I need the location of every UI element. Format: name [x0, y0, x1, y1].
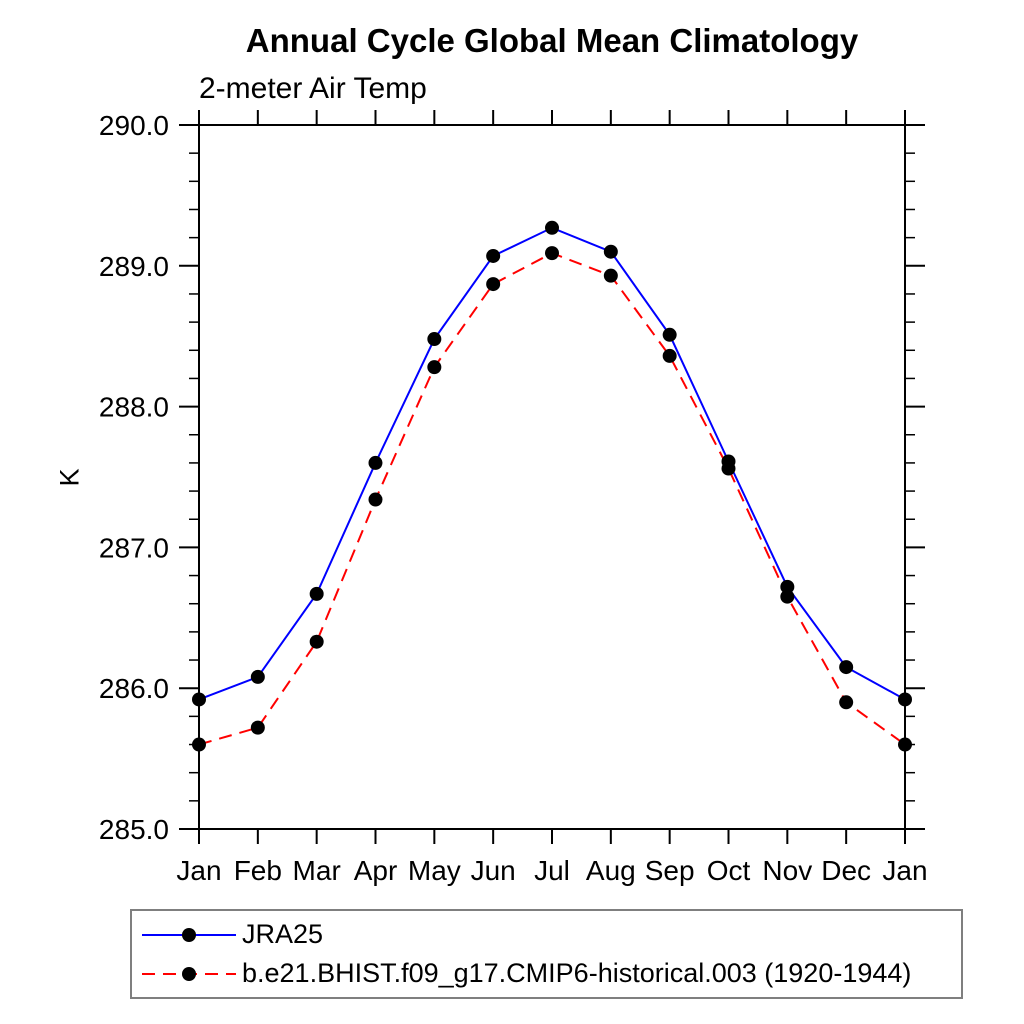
series-0-marker: [368, 455, 383, 470]
series-0-marker: [309, 586, 324, 601]
series-1-marker: [721, 461, 736, 476]
series-line-0: [198, 226, 906, 701]
legend-rows: JRA25 b.e21.BHIST.f09_g17.CMIP6-historica…: [140, 911, 961, 997]
x-tick-label: Aug: [586, 855, 636, 886]
series-0-marker: [898, 692, 912, 707]
y-tick-label: 286.0: [99, 673, 169, 704]
y-tick-label: 289.0: [99, 251, 169, 282]
legend-item-0: JRA25: [140, 919, 961, 950]
x-tick-label: Jan: [882, 855, 927, 886]
series-1-marker: [662, 348, 677, 363]
series-0-marker: [427, 332, 442, 347]
series-1-marker: [898, 737, 912, 752]
series-1-marker: [839, 695, 854, 710]
series-0-marker: [545, 220, 559, 235]
series-0-marker: [486, 248, 501, 263]
legend-line-sample-icon: [142, 966, 236, 981]
series-0-marker: [662, 327, 677, 342]
chart-subtitle: 2-meter Air Temp: [199, 72, 427, 105]
series-1-marker: [780, 589, 795, 604]
series-0-marker: [250, 669, 265, 684]
x-tick-label: Jul: [534, 855, 570, 886]
y-tick-label: 285.0: [99, 814, 169, 845]
x-tick-label: Dec: [821, 855, 871, 886]
series-0-marker: [780, 579, 795, 594]
series-1-marker: [545, 246, 559, 261]
y-tick-label: 287.0: [99, 532, 169, 563]
series-1-marker: [309, 634, 324, 649]
x-tick-label: Apr: [354, 855, 398, 886]
y-tick-label: 288.0: [99, 392, 169, 423]
legend-item-1: b.e21.BHIST.f09_g17.CMIP6-historical.003…: [140, 958, 961, 989]
x-tick-label: Jun: [471, 855, 516, 886]
legend-box: JRA25 b.e21.BHIST.f09_g17.CMIP6-historica…: [130, 909, 963, 999]
x-tick-label: Feb: [234, 855, 282, 886]
series-1-marker: [250, 720, 265, 735]
x-tick-label: Oct: [707, 855, 751, 886]
series-0-marker: [603, 244, 618, 259]
series-line-1: [198, 252, 906, 746]
legend-label: JRA25: [242, 919, 324, 949]
x-tick-label: Nov: [762, 855, 812, 886]
y-tick-label: 290.0: [99, 110, 169, 141]
series-1-marker: [192, 737, 206, 752]
x-tick-label: May: [408, 855, 461, 886]
x-tick-label: Mar: [293, 855, 341, 886]
chart-title: Annual Cycle Global Mean Climatology: [245, 22, 859, 59]
series-0-marker: [192, 692, 206, 707]
series-1-marker: [368, 492, 383, 507]
series-0-marker: [839, 660, 854, 675]
legend-line-sample-icon: [142, 927, 236, 942]
x-tick-label: Sep: [645, 855, 695, 886]
series-1-marker: [486, 277, 501, 292]
legend-label: b.e21.BHIST.f09_g17.CMIP6-historical.003…: [242, 958, 912, 988]
series-1-marker: [603, 268, 618, 283]
series-1-marker: [427, 360, 442, 375]
x-tick-label: Jan: [176, 855, 221, 886]
